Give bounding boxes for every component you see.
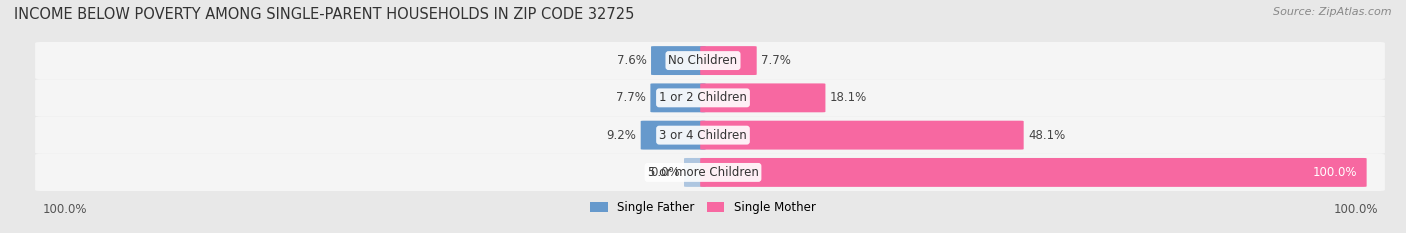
Text: 100.0%: 100.0% [1333,203,1378,216]
Text: Source: ZipAtlas.com: Source: ZipAtlas.com [1274,7,1392,17]
Text: 7.7%: 7.7% [616,91,647,104]
Text: 0.0%: 0.0% [650,166,681,179]
Text: 18.1%: 18.1% [830,91,868,104]
Text: 9.2%: 9.2% [606,129,637,142]
Text: 1 or 2 Children: 1 or 2 Children [659,91,747,104]
Legend: Single Father, Single Mother: Single Father, Single Mother [585,196,821,219]
Text: 100.0%: 100.0% [42,203,87,216]
Text: 100.0%: 100.0% [1312,166,1357,179]
Text: No Children: No Children [668,54,738,67]
Text: 7.7%: 7.7% [761,54,790,67]
Text: 5 or more Children: 5 or more Children [648,166,758,179]
Text: INCOME BELOW POVERTY AMONG SINGLE-PARENT HOUSEHOLDS IN ZIP CODE 32725: INCOME BELOW POVERTY AMONG SINGLE-PARENT… [14,7,634,22]
Text: 48.1%: 48.1% [1028,129,1066,142]
Text: 7.6%: 7.6% [617,54,647,67]
Text: 3 or 4 Children: 3 or 4 Children [659,129,747,142]
